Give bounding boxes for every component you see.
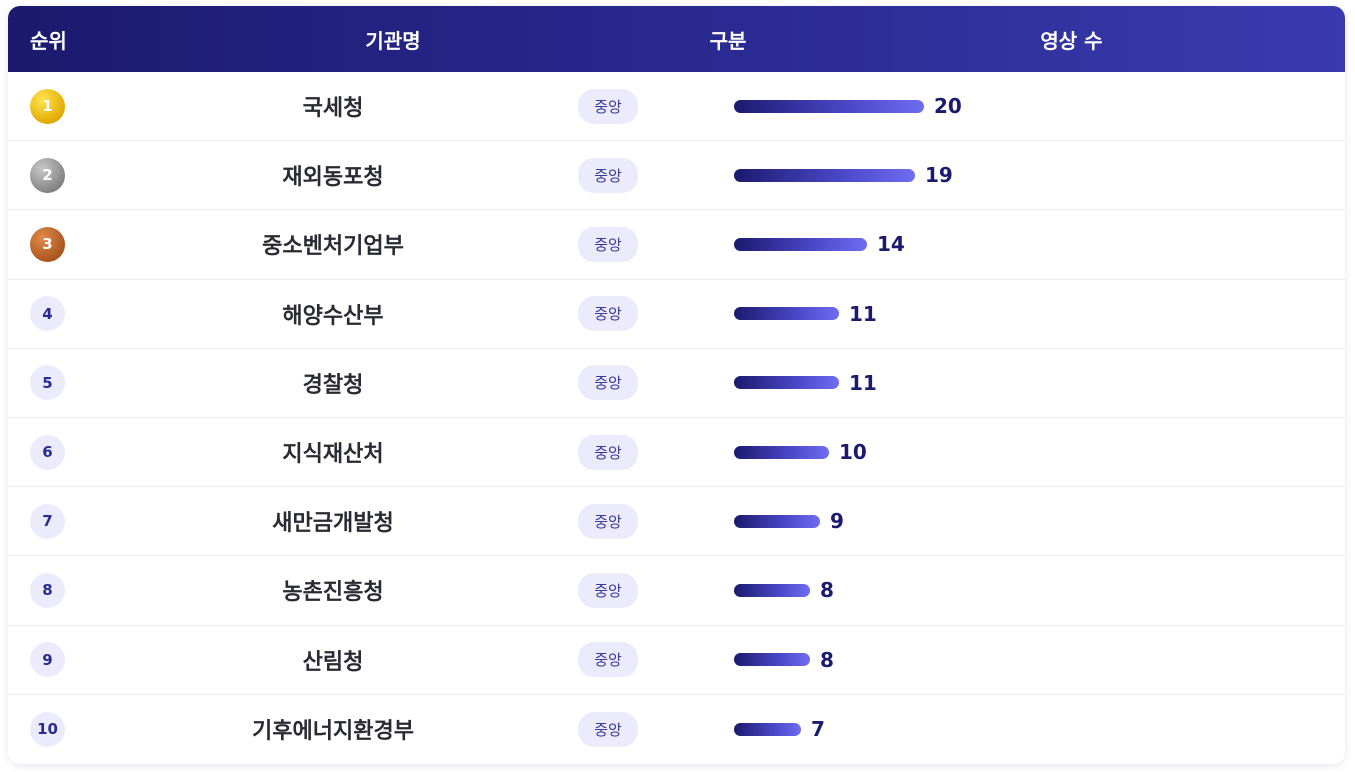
rank-badge: 10 [30, 711, 65, 747]
category-badge: 중앙 [578, 434, 638, 470]
rank-badge: 8 [30, 572, 65, 608]
rank-badge: 3 [30, 226, 65, 262]
header-count: 영상 수 [1040, 28, 1103, 53]
count-bar [734, 653, 810, 667]
rank-badge: 1 [30, 88, 65, 124]
header-name: 기관명 [365, 28, 421, 53]
rank-cell: 4 [8, 296, 128, 332]
rank-badge: 2 [30, 157, 65, 193]
table-row[interactable]: 1 국세청 중앙 20 [8, 72, 1345, 142]
category-cell: 중앙 [538, 572, 678, 608]
table-row[interactable]: 10 기후에너지환경부 중앙 7 [8, 695, 1345, 764]
count-cell: 11 [678, 302, 1345, 326]
count-value: 20 [934, 94, 962, 119]
category-cell: 중앙 [538, 434, 678, 470]
rank-cell: 8 [8, 572, 128, 608]
category-badge: 중앙 [578, 226, 638, 262]
rank-cell: 3 [8, 226, 128, 262]
header-category: 구분 [709, 28, 747, 53]
rank-cell: 1 [8, 88, 128, 124]
count-bar [734, 307, 839, 321]
category-cell: 중앙 [538, 157, 678, 193]
count-value: 14 [877, 232, 905, 257]
agency-name: 중소벤처기업부 [262, 234, 404, 260]
rank-cell: 7 [8, 503, 128, 539]
rank-cell: 6 [8, 434, 128, 470]
count-value: 8 [820, 647, 834, 672]
agency-name: 국세청 [302, 96, 364, 122]
table-row[interactable]: 3 중소벤처기업부 중앙 14 [8, 210, 1345, 280]
category-cell: 중앙 [538, 226, 678, 262]
rank-badge: 4 [30, 296, 65, 332]
category-cell: 중앙 [538, 88, 678, 124]
category-badge: 중앙 [578, 572, 638, 608]
rank-badge: 5 [30, 365, 65, 401]
category-cell: 중앙 [538, 296, 678, 332]
table-row[interactable]: 9 산림청 중앙 8 [8, 626, 1345, 695]
agency-name: 기후에너지환경부 [252, 719, 414, 745]
agency-name: 산림청 [302, 649, 364, 675]
count-cell: 11 [678, 371, 1345, 395]
table-header: 순위 기관명 구분 영상 수 [8, 6, 1345, 72]
category-cell: 중앙 [538, 711, 678, 747]
agency-name: 지식재산처 [282, 442, 384, 468]
category-badge: 중앙 [578, 296, 638, 332]
ranking-table: 순위 기관명 구분 영상 수 1 국세청 중앙 20 2 재외동포청 중앙 19 3 중소벤처기업… [8, 6, 1345, 764]
table-row[interactable]: 5 경찰청 중앙 11 [8, 349, 1345, 418]
count-value: 8 [820, 578, 834, 603]
count-cell: 7 [678, 717, 1345, 741]
count-bar [734, 99, 924, 113]
rank-badge: 7 [30, 503, 65, 539]
header-rank: 순위 [30, 28, 67, 53]
rank-cell: 2 [8, 157, 128, 193]
count-value: 11 [849, 301, 877, 326]
rank-cell: 10 [8, 711, 128, 747]
category-badge: 중앙 [578, 365, 638, 401]
category-cell: 중앙 [538, 365, 678, 401]
table-row[interactable]: 2 재외동포청 중앙 19 [8, 141, 1345, 211]
count-cell: 8 [678, 578, 1345, 602]
category-badge: 중앙 [578, 642, 638, 678]
category-badge: 중앙 [578, 711, 638, 747]
count-cell: 20 [678, 94, 1345, 118]
category-cell: 중앙 [538, 642, 678, 678]
count-value: 9 [830, 509, 844, 534]
rank-badge: 6 [30, 434, 65, 470]
table-row[interactable]: 4 해양수산부 중앙 11 [8, 280, 1345, 349]
table-row[interactable]: 7 새만금개발청 중앙 9 [8, 487, 1345, 557]
agency-name: 경찰청 [302, 372, 364, 398]
count-cell: 10 [678, 440, 1345, 464]
count-bar [734, 514, 820, 528]
table-row[interactable]: 6 지식재산처 중앙 10 [8, 418, 1345, 488]
agency-name: 해양수산부 [282, 303, 384, 329]
count-value: 11 [849, 370, 877, 395]
count-value: 19 [925, 163, 953, 188]
category-badge: 중앙 [578, 503, 638, 539]
count-value: 10 [839, 440, 867, 465]
count-value: 7 [811, 717, 825, 742]
count-cell: 14 [678, 232, 1345, 256]
count-bar [734, 237, 867, 251]
count-bar [734, 445, 829, 459]
agency-name: 재외동포청 [282, 165, 384, 191]
table-body: 1 국세청 중앙 20 2 재외동포청 중앙 19 3 중소벤처기업부 중앙 14 4 해양수산부 중앙 11… [8, 72, 1345, 764]
rank-cell: 9 [8, 642, 128, 678]
table-row[interactable]: 8 농촌진흥청 중앙 8 [8, 556, 1345, 626]
count-bar [734, 376, 839, 390]
agency-name: 새만금개발청 [272, 511, 394, 537]
rank-badge: 9 [30, 642, 65, 678]
rank-cell: 5 [8, 365, 128, 401]
count-bar [734, 583, 810, 597]
count-cell: 19 [678, 163, 1345, 187]
count-bar [734, 168, 915, 182]
agency-name: 농촌진흥청 [282, 580, 384, 606]
category-cell: 중앙 [538, 503, 678, 539]
count-cell: 8 [678, 648, 1345, 672]
category-badge: 중앙 [578, 157, 638, 193]
count-bar [734, 722, 801, 736]
category-badge: 중앙 [578, 88, 638, 124]
count-cell: 9 [678, 509, 1345, 533]
